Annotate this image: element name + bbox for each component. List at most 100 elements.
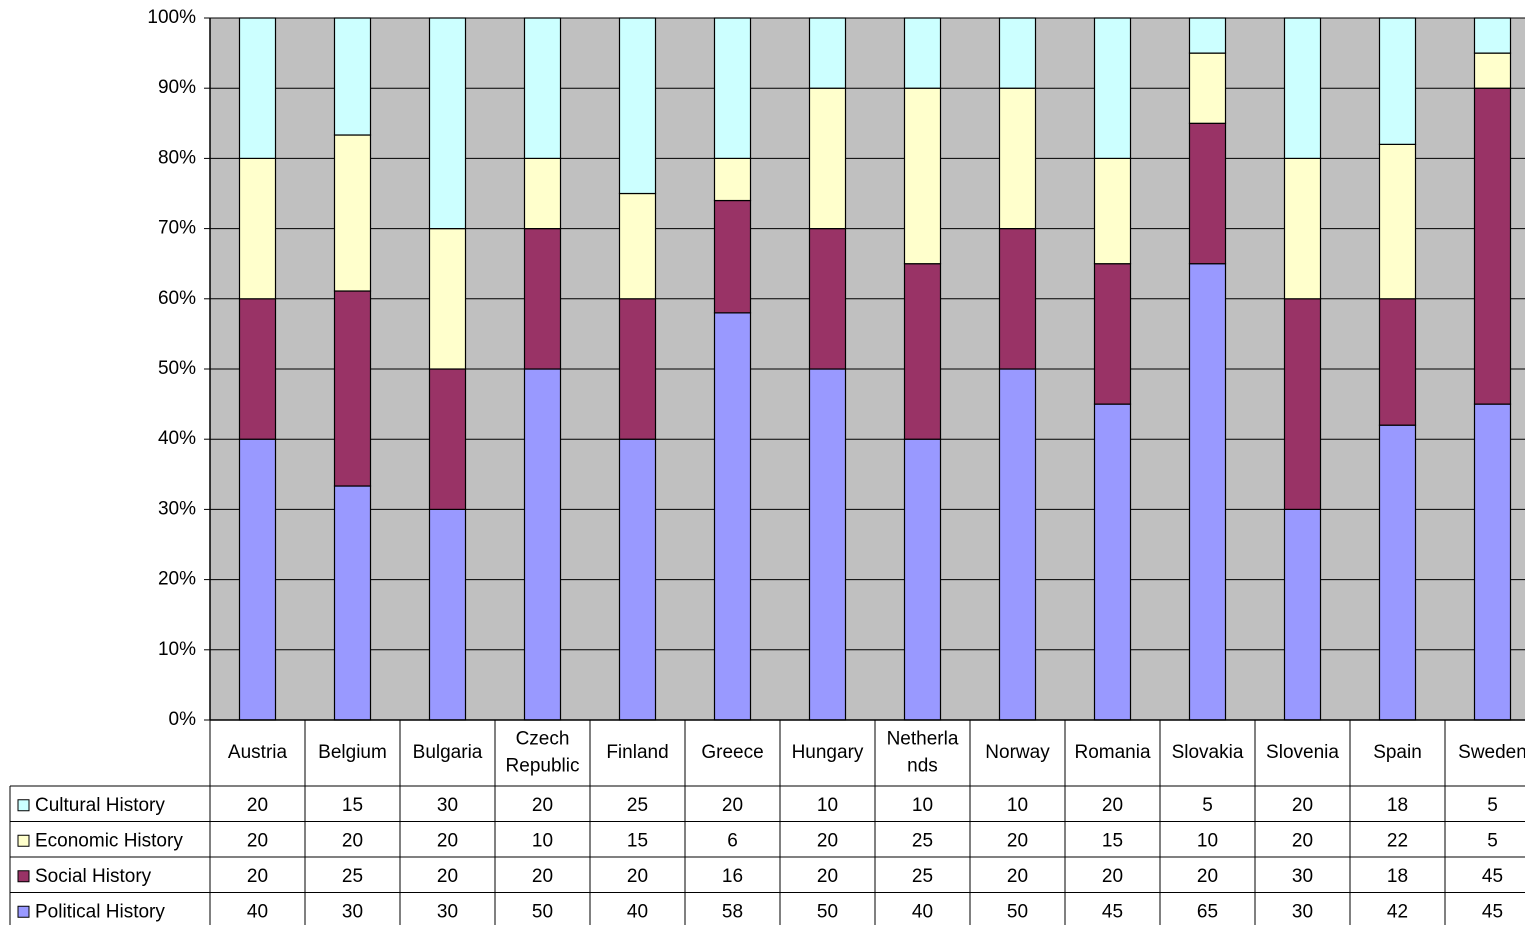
bar-segment-political	[1473, 403, 1512, 721]
category-label: Slovenia	[1266, 742, 1339, 763]
y-tick-label: 100%	[147, 7, 196, 28]
bar-segment-political	[523, 368, 562, 721]
bar-segment-economic	[1283, 157, 1322, 300]
category-label: Sweden	[1458, 742, 1525, 763]
data-table-value: 50	[1007, 901, 1028, 922]
bar-segment-social	[1378, 298, 1417, 426]
data-table-value: 20	[1102, 795, 1123, 816]
bar-segment-political	[808, 368, 847, 721]
bar-segment-economic	[713, 157, 752, 202]
bar-segment-cultural	[238, 17, 277, 159]
bar-segment-political	[713, 312, 752, 721]
bar-segment-social	[713, 199, 752, 314]
bar-segment-economic	[1093, 157, 1132, 265]
data-table-value: 22	[1387, 830, 1408, 851]
series-label: Political History	[35, 901, 165, 922]
bar-segment-cultural	[1093, 17, 1132, 159]
bar-segment-social	[618, 298, 657, 440]
bar-segment-social	[1188, 122, 1227, 265]
data-table-value: 10	[1197, 830, 1218, 851]
y-tick-label: 80%	[158, 147, 196, 168]
bar-segment-economic	[618, 192, 657, 300]
bar-segment-political	[618, 438, 657, 721]
data-table-value: 20	[1102, 866, 1123, 887]
data-table-value: 15	[342, 795, 363, 816]
data-table-value: 20	[817, 830, 838, 851]
data-table-value: 18	[1387, 795, 1408, 816]
bar-segment-cultural	[808, 17, 847, 89]
data-table-value: 20	[532, 866, 553, 887]
data-table-value: 20	[247, 795, 268, 816]
bar-segment-social	[428, 368, 467, 510]
data-table-value: 20	[1292, 830, 1313, 851]
data-table-value: 20	[1292, 795, 1313, 816]
data-table-value: 30	[342, 901, 363, 922]
data-table-value: 20	[437, 830, 458, 851]
category-label: Republic	[506, 756, 580, 777]
bar-segment-cultural	[333, 17, 372, 136]
bar-segment-political	[1188, 263, 1227, 721]
bar-segment-economic	[808, 87, 847, 230]
data-table-value: 20	[722, 795, 743, 816]
bar-segment-economic	[428, 228, 467, 370]
data-table-value: 20	[342, 830, 363, 851]
bar-segment-cultural	[1473, 17, 1512, 54]
legend-key-political	[17, 905, 30, 918]
y-tick-label: 40%	[158, 428, 196, 449]
data-table-value: 50	[532, 901, 553, 922]
bar-segment-economic	[903, 87, 942, 265]
bar-segment-cultural	[428, 17, 467, 230]
bar-segment-political	[238, 438, 277, 721]
bar-segment-cultural	[523, 17, 562, 159]
data-table-value: 20	[247, 830, 268, 851]
bar-segment-political	[333, 485, 372, 721]
y-tick-label: 70%	[158, 218, 196, 239]
data-table-value: 45	[1482, 866, 1503, 887]
category-label: Netherla	[887, 729, 959, 750]
category-label: Greece	[701, 742, 763, 763]
bar-segment-social	[523, 228, 562, 370]
data-table-value: 40	[247, 901, 268, 922]
data-table-value: 25	[627, 795, 648, 816]
data-table-value: 15	[627, 830, 648, 851]
data-table-value: 16	[722, 866, 743, 887]
y-tick-label: 20%	[158, 569, 196, 590]
y-tick-label: 10%	[158, 639, 196, 660]
data-table-value: 5	[1487, 830, 1498, 851]
bar-segment-economic	[1473, 52, 1512, 89]
data-table-value: 5	[1202, 795, 1213, 816]
y-tick-label: 50%	[158, 358, 196, 379]
y-tick-label: 90%	[158, 77, 196, 98]
data-table-value: 20	[532, 795, 553, 816]
bar-segment-cultural	[1378, 17, 1417, 145]
bar-segment-political	[903, 438, 942, 721]
category-label: Romania	[1074, 742, 1150, 763]
data-table-value: 30	[437, 901, 458, 922]
bar-segment-cultural	[903, 17, 942, 89]
series-label: Economic History	[35, 830, 183, 851]
category-label: Austria	[228, 742, 288, 763]
category-label: Bulgaria	[413, 742, 483, 763]
category-label: nds	[907, 756, 938, 777]
data-table-value: 5	[1487, 795, 1498, 816]
legend-key-cultural	[17, 799, 30, 812]
category-label: Belgium	[318, 742, 387, 763]
data-table-value: 40	[912, 901, 933, 922]
bar-segment-social	[903, 263, 942, 440]
bar-segment-political	[998, 368, 1037, 721]
data-table-value: 65	[1197, 901, 1218, 922]
bar-segment-political	[1093, 403, 1132, 721]
data-table-value: 20	[247, 866, 268, 887]
bar-segment-social	[998, 228, 1037, 370]
data-table-value: 20	[817, 866, 838, 887]
category-label: Hungary	[792, 742, 864, 763]
bar-segment-social	[238, 298, 277, 440]
data-table-value: 18	[1387, 866, 1408, 887]
bar-segment-social	[1283, 298, 1322, 510]
data-table-value: 25	[912, 830, 933, 851]
bar-segment-cultural	[713, 17, 752, 159]
bar-segment-social	[1473, 87, 1512, 405]
bar-segment-cultural	[618, 17, 657, 195]
data-table-value: 20	[1197, 866, 1218, 887]
bar-segment-social	[333, 290, 372, 487]
